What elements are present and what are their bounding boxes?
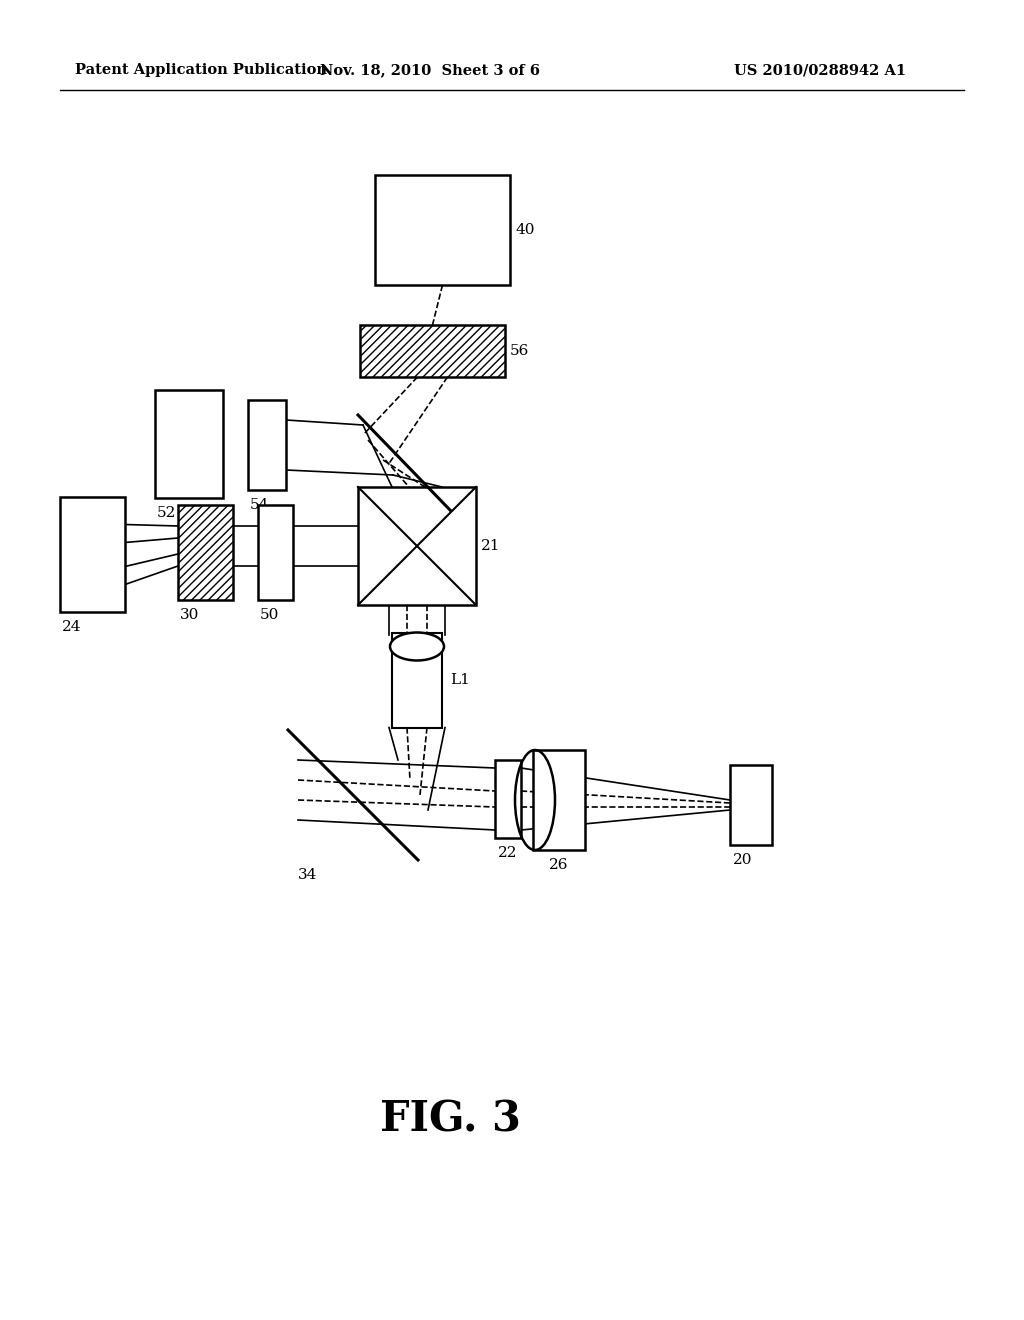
Text: 26: 26 (549, 858, 568, 873)
Bar (358, 487, 476, 605)
Text: 52: 52 (157, 506, 176, 520)
Text: 56: 56 (510, 345, 529, 358)
Bar (248, 400, 286, 490)
Text: 24: 24 (62, 620, 82, 634)
Text: FIG. 3: FIG. 3 (380, 1100, 520, 1140)
Bar (258, 506, 293, 601)
Text: US 2010/0288942 A1: US 2010/0288942 A1 (734, 63, 906, 77)
Bar (730, 766, 772, 845)
Bar (392, 632, 442, 727)
Text: Nov. 18, 2010  Sheet 3 of 6: Nov. 18, 2010 Sheet 3 of 6 (319, 63, 540, 77)
Bar (495, 760, 521, 838)
Bar (178, 506, 233, 601)
Bar (60, 498, 125, 612)
Bar (360, 325, 505, 378)
Bar (534, 750, 585, 850)
Bar (360, 325, 505, 378)
Text: 21: 21 (481, 539, 501, 553)
Ellipse shape (390, 632, 444, 660)
Text: 50: 50 (260, 609, 280, 622)
Text: Patent Application Publication: Patent Application Publication (75, 63, 327, 77)
Bar (375, 176, 510, 285)
Text: L1: L1 (450, 673, 470, 686)
Bar (178, 506, 233, 601)
Text: 30: 30 (180, 609, 200, 622)
Text: 36: 36 (455, 492, 474, 507)
Text: 20: 20 (733, 853, 753, 867)
Text: 40: 40 (515, 223, 535, 238)
Text: 22: 22 (498, 846, 517, 861)
Text: 34: 34 (298, 869, 317, 882)
Text: 54: 54 (250, 498, 269, 512)
Bar (155, 389, 223, 498)
